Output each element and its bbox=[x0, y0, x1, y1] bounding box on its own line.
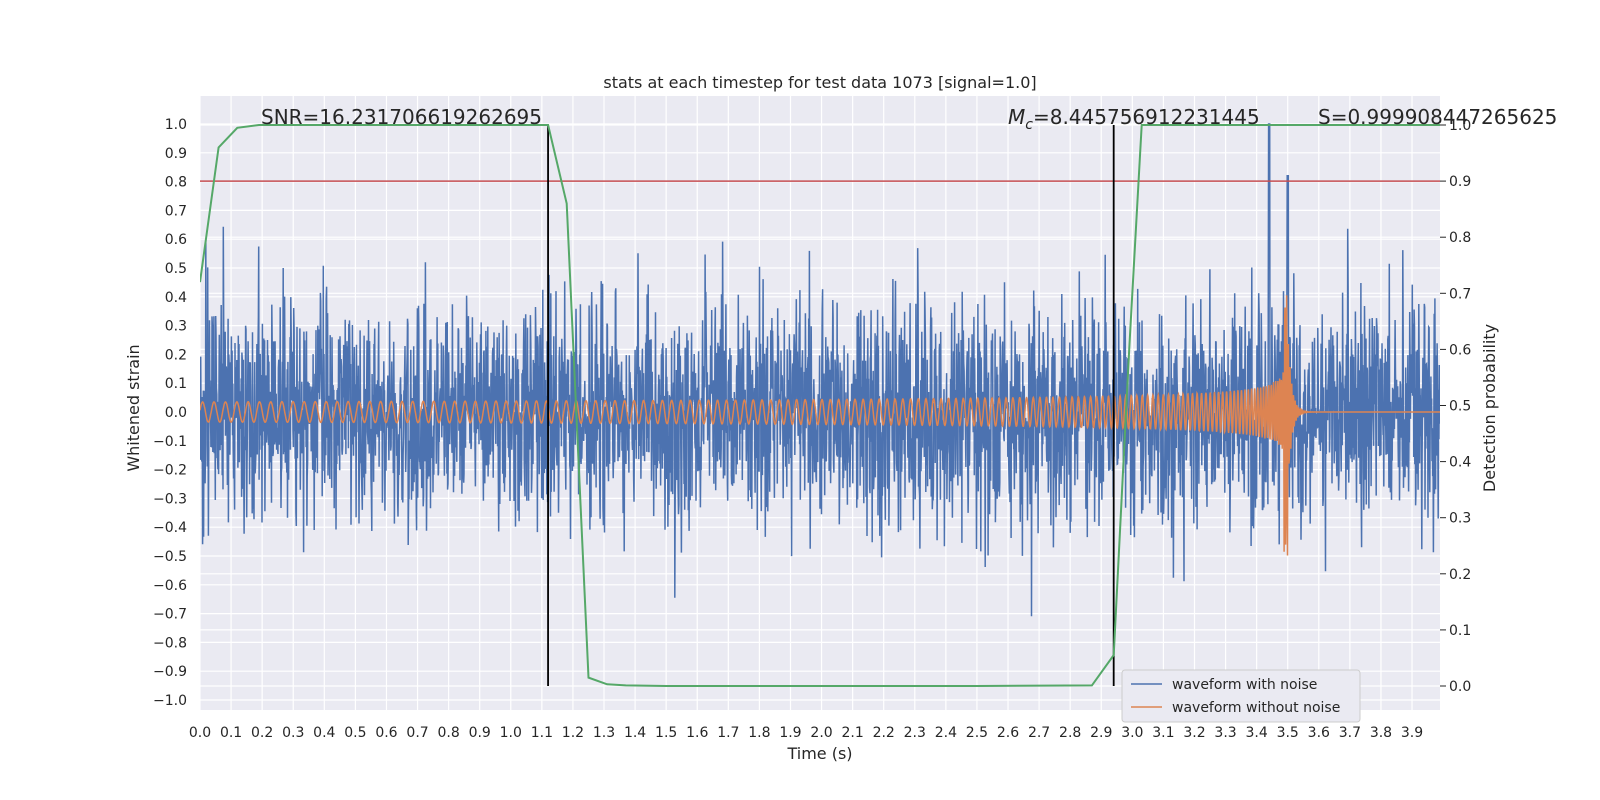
y-tick-label-left: −0.7 bbox=[153, 607, 187, 623]
y-axis-label-right: Detection probability bbox=[1480, 324, 1499, 492]
x-tick-label: 1.1 bbox=[531, 725, 553, 741]
y-tick-label-right: 0.8 bbox=[1449, 230, 1471, 246]
series-waveform-without-noise bbox=[200, 295, 1440, 556]
y-tick-label-left: 0.8 bbox=[165, 175, 187, 191]
y-tick-label-left: −0.5 bbox=[153, 549, 187, 565]
x-tick-label: 2.0 bbox=[810, 725, 832, 741]
x-tick-label: 0.2 bbox=[251, 725, 273, 741]
x-tick-label: 3.1 bbox=[1152, 725, 1174, 741]
x-tick-label: 2.7 bbox=[1028, 725, 1050, 741]
x-tick-label: 1.2 bbox=[562, 725, 584, 741]
ticks: 0.0 0.1 0.2 0.3 0.4 0.5 0.6 0.7 0.8 0.9 1.0 1.1 1.2 1… bbox=[153, 117, 1471, 741]
y-tick-label-left: 0.5 bbox=[165, 261, 187, 277]
x-tick-label: 2.5 bbox=[966, 725, 988, 741]
x-tick-label: 3.6 bbox=[1308, 725, 1330, 741]
y-tick-label-right: 0.7 bbox=[1449, 286, 1471, 302]
x-tick-label: 0.4 bbox=[313, 725, 335, 741]
y-tick-label-left: 0.2 bbox=[165, 347, 187, 363]
x-tick-label: 3.3 bbox=[1214, 725, 1236, 741]
y-tick-label-left: 0.9 bbox=[165, 146, 187, 162]
y-tick-label-left: −0.8 bbox=[153, 635, 187, 651]
y-tick-label-right: 0.2 bbox=[1449, 567, 1471, 583]
x-tick-label: 0.8 bbox=[437, 725, 459, 741]
x-tick-label: 1.7 bbox=[717, 725, 739, 741]
y-tick-label-right: 0.3 bbox=[1449, 511, 1471, 527]
y-tick-label-left: 0.7 bbox=[165, 203, 187, 219]
x-tick-label: 3.2 bbox=[1183, 725, 1205, 741]
x-tick-label: 2.4 bbox=[935, 725, 957, 741]
x-tick-label: 1.9 bbox=[779, 725, 801, 741]
chirp-mass-subscript: c bbox=[1025, 117, 1033, 133]
x-tick-label: 1.8 bbox=[748, 725, 770, 741]
x-tick-label: 3.5 bbox=[1277, 725, 1299, 741]
x-tick-label: 1.4 bbox=[624, 725, 646, 741]
y-tick-label-right: 0.4 bbox=[1449, 455, 1471, 471]
y-tick-label-left: −0.2 bbox=[153, 463, 187, 479]
y-tick-label-left: −0.6 bbox=[153, 578, 187, 594]
x-tick-label: 2.3 bbox=[904, 725, 926, 741]
chirp-mass-value: =8.445756912231445 bbox=[1033, 105, 1260, 129]
x-tick-label: 0.7 bbox=[406, 725, 428, 741]
y-tick-label-right: 0.6 bbox=[1449, 342, 1471, 358]
legend-box bbox=[1121, 669, 1361, 723]
x-tick-label: 2.6 bbox=[997, 725, 1019, 741]
x-tick-label: 2.1 bbox=[841, 725, 863, 741]
x-tick-label: 3.7 bbox=[1339, 725, 1361, 741]
legend-label-clean: waveform without noise bbox=[1172, 700, 1340, 716]
y-tick-label-left: 0.6 bbox=[165, 232, 187, 248]
chirp-mass-symbol: M bbox=[1008, 105, 1025, 129]
y-tick-label-left: −0.9 bbox=[153, 664, 187, 680]
y-tick-label-left: 0.4 bbox=[165, 290, 187, 306]
s-annotation: S=0.999908447265625 bbox=[1318, 105, 1557, 129]
x-tick-label: 3.0 bbox=[1121, 725, 1143, 741]
y-tick-label-left: −1.0 bbox=[153, 693, 187, 709]
series-layer bbox=[200, 123, 1440, 687]
legend: waveform with noise waveform without noi… bbox=[1121, 669, 1361, 723]
x-tick-label: 0.9 bbox=[469, 725, 491, 741]
x-tick-label: 1.3 bbox=[593, 725, 615, 741]
y-axis-label-left: Whitened strain bbox=[124, 344, 143, 471]
x-axis-label: Time (s) bbox=[786, 744, 852, 763]
y-tick-label-left: 0.0 bbox=[165, 405, 187, 421]
y-tick-label-left: −0.4 bbox=[153, 520, 187, 536]
y-tick-label-right: 0.1 bbox=[1449, 623, 1471, 639]
y-tick-label-left: 0.3 bbox=[165, 319, 187, 335]
x-tick-label: 3.8 bbox=[1370, 725, 1392, 741]
x-tick-label: 0.6 bbox=[375, 725, 397, 741]
chart-title: stats at each timestep for test data 107… bbox=[603, 73, 1036, 92]
x-tick-label: 2.8 bbox=[1059, 725, 1081, 741]
legend-label-noisy: waveform with noise bbox=[1172, 677, 1317, 693]
y-tick-label-left: −0.3 bbox=[153, 491, 187, 507]
x-tick-label: 2.2 bbox=[873, 725, 895, 741]
x-tick-label: 2.9 bbox=[1090, 725, 1112, 741]
y-tick-label-right: 0.0 bbox=[1449, 679, 1471, 695]
series-waveform-with-noise bbox=[200, 123, 1440, 617]
y-tick-label-right: 0.9 bbox=[1449, 174, 1471, 190]
y-tick-label-right: 0.5 bbox=[1449, 399, 1471, 415]
series-detection-probability bbox=[200, 124, 1440, 687]
x-tick-label: 1.0 bbox=[500, 725, 522, 741]
x-tick-label: 3.9 bbox=[1401, 725, 1423, 741]
x-tick-label: 0.3 bbox=[282, 725, 304, 741]
x-tick-label: 3.4 bbox=[1246, 725, 1268, 741]
x-tick-label: 0.1 bbox=[220, 725, 242, 741]
y-tick-label-left: 1.0 bbox=[165, 117, 187, 133]
y-tick-label-left: 0.1 bbox=[165, 376, 187, 392]
x-tick-label: 0.5 bbox=[344, 725, 366, 741]
x-tick-label: 1.5 bbox=[655, 725, 677, 741]
y-tick-label-left: −0.1 bbox=[153, 434, 187, 450]
x-tick-label: 0.0 bbox=[189, 725, 211, 741]
snr-annotation: SNR=16.231706619262695 bbox=[261, 105, 542, 129]
y-tick-label-right: 1.0 bbox=[1449, 118, 1471, 134]
chirp-mass-annotation: Mc=8.445756912231445 bbox=[1008, 105, 1260, 133]
x-tick-label: 1.6 bbox=[686, 725, 708, 741]
